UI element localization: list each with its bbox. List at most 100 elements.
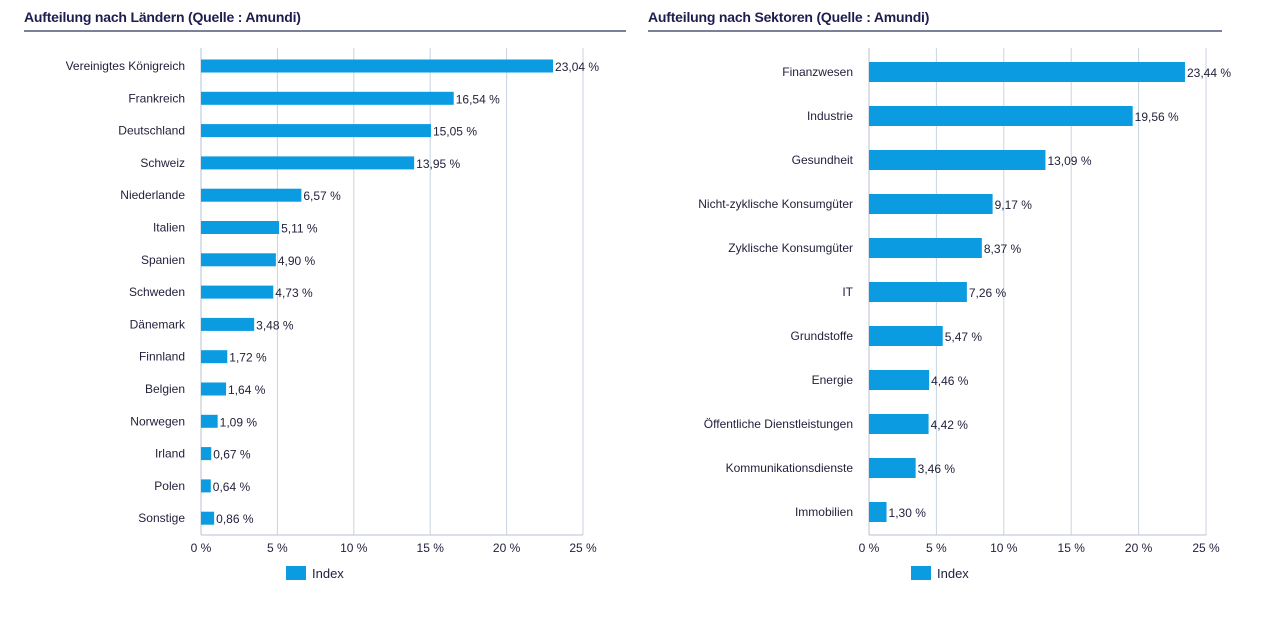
sector-category-label: IT bbox=[842, 285, 853, 299]
sector-category-label: Kommunikationsdienste bbox=[726, 461, 854, 475]
country-bar bbox=[201, 447, 212, 461]
country-category-label: Niederlande bbox=[120, 188, 185, 202]
country-tick-label: 0 % bbox=[191, 541, 212, 555]
country-bar bbox=[201, 285, 274, 299]
country-value-label: 4,73 % bbox=[275, 286, 313, 300]
country-legend-swatch bbox=[286, 566, 306, 580]
country-category-label: Vereinigtes Königreich bbox=[66, 59, 185, 73]
country-legend-label: Index bbox=[312, 566, 344, 581]
country-category-label: Spanien bbox=[141, 253, 185, 267]
country-category-label: Belgien bbox=[145, 382, 185, 396]
country-category-label: Dänemark bbox=[130, 317, 186, 331]
sector-value-label: 1,30 % bbox=[889, 506, 927, 520]
sector-tick-label: 5 % bbox=[926, 541, 947, 555]
sector-legend-label: Index bbox=[937, 566, 969, 581]
country-value-label: 4,90 % bbox=[278, 254, 316, 268]
sector-category-label: Immobilien bbox=[795, 505, 853, 519]
country-value-label: 0,64 % bbox=[213, 480, 251, 494]
country-value-label: 13,95 % bbox=[416, 157, 460, 171]
sector-value-label: 5,47 % bbox=[945, 330, 983, 344]
country-category-label: Polen bbox=[154, 479, 185, 493]
sector-category-label: Zyklische Konsumgüter bbox=[728, 241, 853, 255]
sector-value-label: 3,46 % bbox=[918, 462, 956, 476]
country-category-label: Irland bbox=[155, 447, 185, 461]
sector-tick-label: 0 % bbox=[859, 541, 880, 555]
country-bar bbox=[201, 511, 215, 525]
chart-title-countries: Aufteilung nach Ländern (Quelle : Amundi… bbox=[24, 9, 301, 25]
sector-value-label: 9,17 % bbox=[995, 198, 1033, 212]
sector-category-label: Gesundheit bbox=[792, 153, 854, 167]
country-category-label: Norwegen bbox=[130, 414, 185, 428]
country-value-label: 1,64 % bbox=[228, 383, 266, 397]
country-bar bbox=[201, 221, 280, 234]
country-value-label: 3,48 % bbox=[256, 318, 294, 332]
sector-category-label: Nicht-zyklische Konsumgüter bbox=[698, 197, 853, 211]
country-category-label: Deutschland bbox=[118, 124, 185, 138]
country-value-label: 0,67 % bbox=[213, 448, 251, 462]
country-value-label: 5,11 % bbox=[281, 222, 318, 236]
sector-bar bbox=[869, 282, 967, 302]
country-bar bbox=[201, 253, 276, 267]
sector-bar bbox=[869, 458, 916, 478]
sector-bar bbox=[869, 502, 887, 522]
sector-bar bbox=[869, 62, 1185, 82]
title-divider-countries bbox=[24, 30, 626, 32]
sector-value-label: 7,26 % bbox=[969, 286, 1007, 300]
country-bar bbox=[201, 479, 211, 493]
country-allocation-chart: Vereinigtes Königreich 23,04 % Frankreich 1… bbox=[66, 48, 599, 581]
country-bar bbox=[201, 188, 302, 202]
sector-bar bbox=[869, 194, 993, 214]
country-value-label: 1,09 % bbox=[220, 415, 258, 429]
sector-bar bbox=[869, 106, 1133, 126]
country-bar bbox=[201, 91, 454, 105]
sector-value-label: 19,56 % bbox=[1135, 110, 1179, 124]
sector-bar bbox=[869, 414, 929, 434]
country-tick-label: 25 % bbox=[569, 541, 597, 555]
sector-category-label: Energie bbox=[812, 373, 854, 387]
country-tick-label: 10 % bbox=[340, 541, 368, 555]
country-bar bbox=[201, 382, 227, 396]
country-value-label: 6,57 % bbox=[303, 189, 341, 203]
sector-bar bbox=[869, 326, 943, 346]
country-bar bbox=[201, 350, 228, 364]
country-value-label: 1,72 % bbox=[229, 351, 267, 365]
country-bar bbox=[201, 414, 218, 428]
sector-value-label: 23,44 % bbox=[1187, 66, 1231, 80]
sector-tick-label: 10 % bbox=[990, 541, 1018, 555]
country-tick-label: 20 % bbox=[493, 541, 521, 555]
country-tick-label: 5 % bbox=[267, 541, 288, 555]
country-category-label: Frankreich bbox=[128, 91, 185, 105]
country-bar bbox=[201, 124, 431, 138]
sector-tick-label: 20 % bbox=[1125, 541, 1153, 555]
sector-value-label: 13,09 % bbox=[1047, 154, 1091, 168]
title-divider-sectors bbox=[648, 30, 1222, 32]
sector-category-label: Finanzwesen bbox=[782, 65, 853, 79]
sector-category-label: Grundstoffe bbox=[791, 329, 854, 343]
country-category-label: Schweden bbox=[129, 285, 185, 299]
country-category-label: Sonstige bbox=[138, 511, 185, 525]
sector-bar bbox=[869, 370, 930, 390]
sector-tick-label: 25 % bbox=[1192, 541, 1220, 555]
country-value-label: 0,86 % bbox=[216, 512, 254, 526]
sector-bar bbox=[869, 238, 982, 258]
country-category-label: Finnland bbox=[139, 350, 185, 364]
sector-value-label: 4,46 % bbox=[931, 374, 969, 388]
country-tick-label: 15 % bbox=[417, 541, 445, 555]
chart-title-sectors: Aufteilung nach Sektoren (Quelle : Amund… bbox=[648, 9, 930, 25]
country-bar bbox=[201, 59, 554, 73]
country-bar bbox=[201, 156, 415, 170]
sector-legend-swatch bbox=[911, 566, 931, 580]
sector-bar bbox=[869, 150, 1046, 170]
country-value-label: 15,05 % bbox=[433, 125, 477, 139]
sector-category-label: Industrie bbox=[807, 109, 853, 123]
sector-tick-label: 15 % bbox=[1058, 541, 1086, 555]
country-category-label: Italien bbox=[153, 221, 185, 235]
country-bar bbox=[201, 317, 255, 331]
sector-category-label: Öffentliche Dienstleistungen bbox=[704, 417, 853, 431]
sector-value-label: 4,42 % bbox=[931, 418, 969, 432]
sector-value-label: 8,37 % bbox=[984, 242, 1022, 256]
country-category-label: Schweiz bbox=[140, 156, 185, 170]
country-value-label: 16,54 % bbox=[456, 92, 500, 106]
country-value-label: 23,04 % bbox=[555, 60, 599, 74]
